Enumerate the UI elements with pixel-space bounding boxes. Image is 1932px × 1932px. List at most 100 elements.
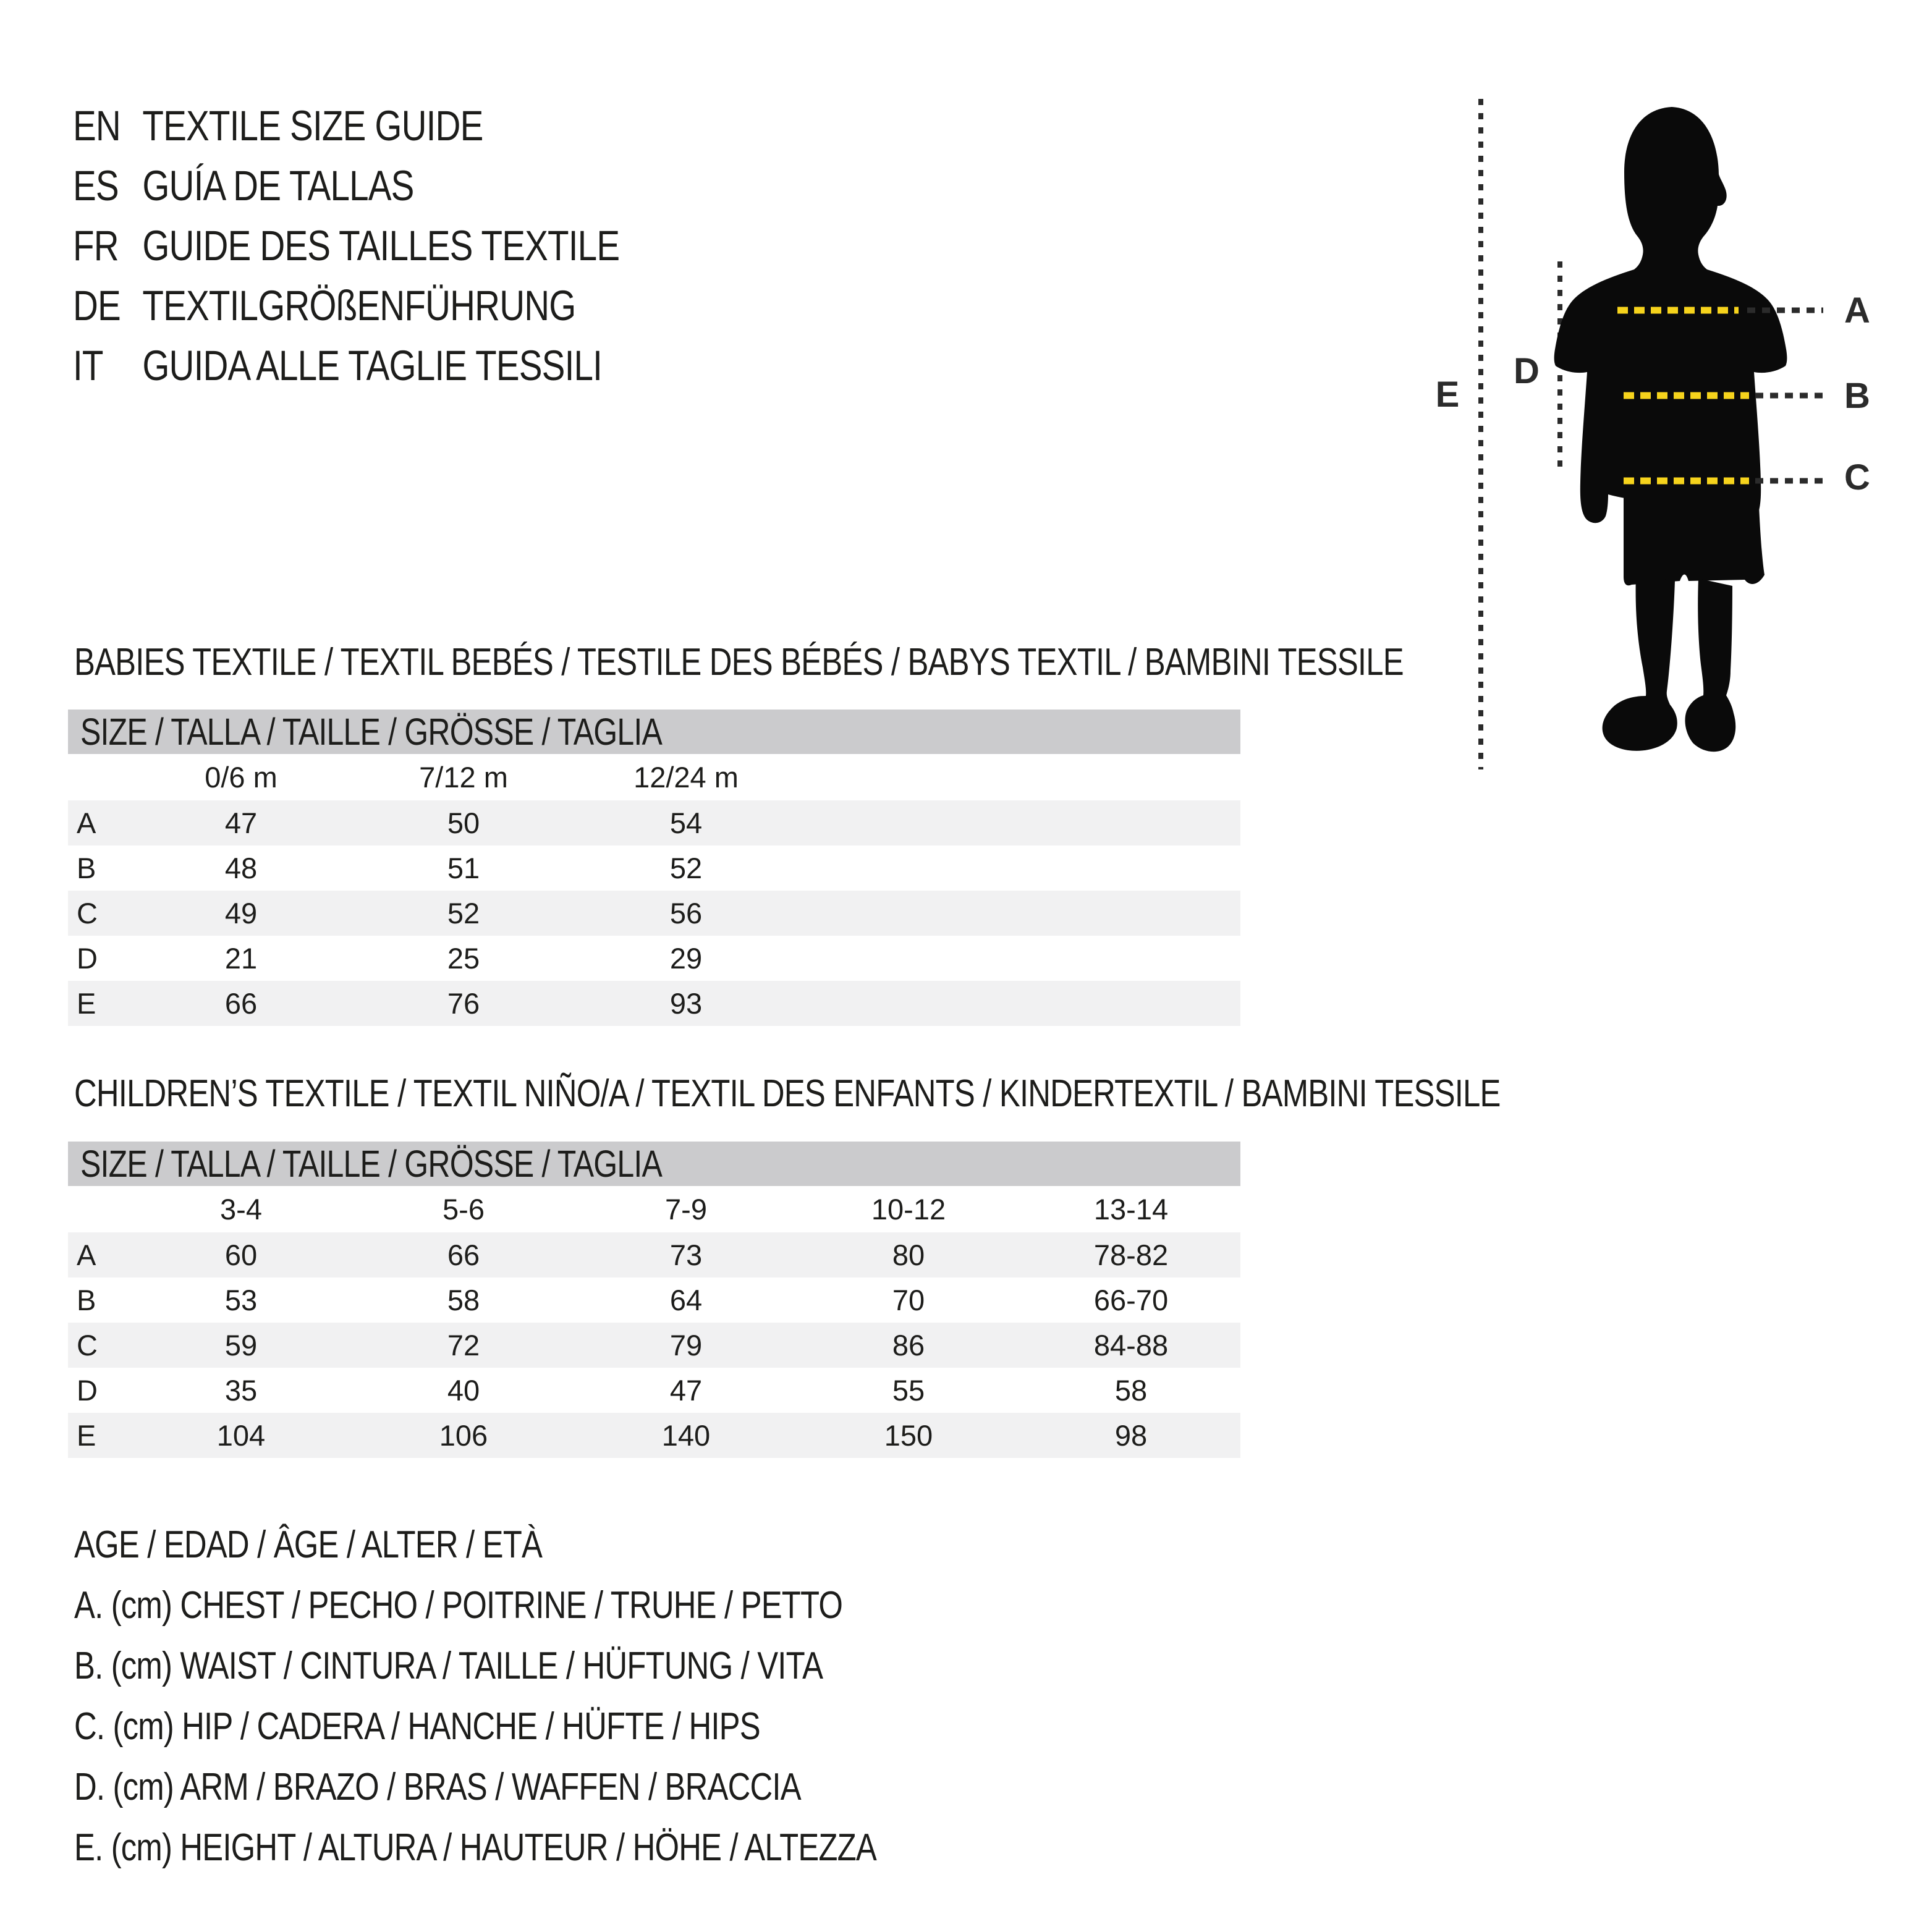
column-header: 3-4 bbox=[220, 1193, 262, 1226]
guide-title: TEXTILGRÖßENFÜHRUNG bbox=[142, 282, 576, 329]
measure-row-label: B bbox=[77, 1284, 96, 1316]
measure-value: 49 bbox=[224, 897, 258, 930]
measure-value: 98 bbox=[1114, 1419, 1148, 1452]
legend-line: C. (cm) HIP / CADERA / HANCHE / HÜFTE / … bbox=[74, 1697, 1053, 1757]
measure-value: 76 bbox=[447, 987, 480, 1020]
arm-label: D bbox=[1514, 351, 1540, 391]
measure-value: 60 bbox=[224, 1239, 258, 1271]
measure-value: 47 bbox=[224, 807, 258, 839]
measure-value: 21 bbox=[224, 942, 258, 975]
title-block: EN TEXTILE SIZE GUIDE ES GUÍA DE TALLAS FR GU… bbox=[73, 96, 739, 396]
babies-size-header-text: SIZE / TALLA / TAILLE / GRÖSSE / TAGLIA bbox=[80, 711, 663, 753]
measure-value: 80 bbox=[892, 1239, 925, 1271]
children-size-table: SIZE / TALLA / TAILLE / GRÖSSE / TAGLIA … bbox=[68, 1142, 1240, 1458]
legend-line-text: C. (cm) HIP / CADERA / HANCHE / HÜFTE / … bbox=[74, 1705, 761, 1748]
measure-value: 72 bbox=[447, 1329, 480, 1362]
table-row: C 49 52 56 bbox=[68, 891, 1240, 936]
hip-label: C bbox=[1844, 457, 1870, 498]
measure-value: 40 bbox=[447, 1374, 480, 1407]
babies-section-title-text: BABIES TEXTILE / TEXTIL BEBÉS / TESTILE … bbox=[74, 641, 1404, 684]
measure-value: 150 bbox=[884, 1419, 933, 1452]
measure-value: 58 bbox=[1114, 1374, 1148, 1407]
measure-value: 73 bbox=[669, 1239, 703, 1271]
measure-value: 106 bbox=[439, 1419, 488, 1452]
measure-value: 66 bbox=[224, 987, 258, 1020]
language-code: EN bbox=[73, 102, 121, 150]
title-line-inner: FR GUIDE DES TAILLES TEXTILE bbox=[73, 216, 620, 276]
legend-line-text: D. (cm) ARM / BRAZO / BRAS / WAFFEN / BR… bbox=[74, 1766, 802, 1808]
children-section-title: CHILDREN’S TEXTILE / TEXTIL NIÑO/A / TEX… bbox=[74, 1075, 1813, 1113]
measure-value: 56 bbox=[669, 897, 703, 930]
chest-label: A bbox=[1844, 290, 1870, 331]
table-row: E 104 106 140 150 98 bbox=[68, 1413, 1240, 1458]
table-row: A 47 50 54 bbox=[68, 800, 1240, 845]
measure-row-label: C bbox=[77, 1329, 98, 1362]
measure-row-label: E bbox=[77, 987, 96, 1020]
title-line: FR GUIDE DES TAILLES TEXTILE bbox=[73, 216, 739, 276]
column-header: 12/24 m bbox=[633, 761, 739, 794]
title-line-inner: EN TEXTILE SIZE GUIDE bbox=[73, 96, 483, 156]
measure-value: 25 bbox=[447, 942, 480, 975]
language-code: IT bbox=[73, 342, 103, 389]
children-size-header-text: SIZE / TALLA / TAILLE / GRÖSSE / TAGLIA bbox=[80, 1143, 663, 1185]
title-line: ES GUÍA DE TALLAS bbox=[73, 156, 739, 216]
column-header: 5-6 bbox=[443, 1193, 485, 1226]
measure-row-label: D bbox=[77, 942, 98, 975]
measure-value: 58 bbox=[447, 1284, 480, 1316]
child-silhouette-figure: A B C D E bbox=[1436, 99, 1870, 769]
measure-value: 93 bbox=[669, 987, 703, 1020]
measure-value: 84-88 bbox=[1093, 1329, 1169, 1362]
language-code: DE bbox=[73, 282, 121, 329]
legend-line-text: B. (cm) WAIST / CINTURA / TAILLE / HÜFTU… bbox=[74, 1645, 823, 1687]
legend-line-text: AGE / EDAD / ÂGE / ALTER / ETÀ bbox=[74, 1523, 543, 1566]
measure-value: 52 bbox=[447, 897, 480, 930]
child-silhouette bbox=[1554, 107, 1787, 752]
table-row: B 53 58 64 70 66-70 bbox=[68, 1277, 1240, 1323]
language-code: FR bbox=[73, 222, 119, 269]
title-line: EN TEXTILE SIZE GUIDE bbox=[73, 96, 739, 156]
measure-row-label: D bbox=[77, 1374, 98, 1407]
table-row: E 66 76 93 bbox=[68, 981, 1240, 1026]
measure-value: 51 bbox=[447, 852, 480, 884]
children-size-header-bar: SIZE / TALLA / TAILLE / GRÖSSE / TAGLIA bbox=[68, 1142, 1240, 1186]
legend-line: D. (cm) ARM / BRAZO / BRAS / WAFFEN / BR… bbox=[74, 1757, 1053, 1818]
title-line-inner: IT GUIDA ALLE TAGLIE TESSILI bbox=[73, 336, 603, 396]
measure-value: 53 bbox=[224, 1284, 258, 1316]
guide-title: GUIDA ALLE TAGLIE TESSILI bbox=[142, 342, 603, 389]
measure-value: 29 bbox=[669, 942, 703, 975]
table-row: A 60 66 73 80 78-82 bbox=[68, 1232, 1240, 1277]
babies-section-title: BABIES TEXTILE / TEXTIL BEBÉS / TESTILE … bbox=[74, 643, 1695, 682]
babies-size-header-bar: SIZE / TALLA / TAILLE / GRÖSSE / TAGLIA bbox=[68, 710, 1240, 754]
measure-value: 35 bbox=[224, 1374, 258, 1407]
legend-line: B. (cm) WAIST / CINTURA / TAILLE / HÜFTU… bbox=[74, 1636, 1053, 1697]
measure-value: 66-70 bbox=[1093, 1284, 1169, 1316]
table-row: D 21 25 29 bbox=[68, 936, 1240, 981]
height-label: E bbox=[1436, 375, 1460, 415]
column-header: 13-14 bbox=[1093, 1193, 1169, 1226]
measure-row-label: A bbox=[77, 1239, 96, 1271]
legend-line: AGE / EDAD / ÂGE / ALTER / ETÀ bbox=[74, 1515, 1053, 1575]
title-line: IT GUIDA ALLE TAGLIE TESSILI bbox=[73, 336, 739, 396]
title-line-inner: DE TEXTILGRÖßENFÜHRUNG bbox=[73, 276, 576, 336]
guide-title: GUIDE DES TAILLES TEXTILE bbox=[142, 222, 620, 269]
legend-line: E. (cm) HEIGHT / ALTURA / HAUTEUR / HÖHE… bbox=[74, 1818, 1053, 1878]
title-line: DE TEXTILGRÖßENFÜHRUNG bbox=[73, 276, 739, 336]
measure-value: 86 bbox=[892, 1329, 925, 1362]
guide-title: GUÍA DE TALLAS bbox=[142, 162, 414, 210]
children-section-title-text: CHILDREN’S TEXTILE / TEXTIL NIÑO/A / TEX… bbox=[74, 1072, 1501, 1115]
table-row: B 48 51 52 bbox=[68, 845, 1240, 891]
measure-value: 78-82 bbox=[1093, 1239, 1169, 1271]
legend-line: A. (cm) CHEST / PECHO / POITRINE / TRUHE… bbox=[74, 1575, 1053, 1636]
measure-value: 70 bbox=[892, 1284, 925, 1316]
legend-line-text: A. (cm) CHEST / PECHO / POITRINE / TRUHE… bbox=[74, 1584, 843, 1627]
measure-row-label: C bbox=[77, 897, 98, 930]
waist-label: B bbox=[1844, 376, 1870, 416]
measure-value: 48 bbox=[224, 852, 258, 884]
measure-row-label: B bbox=[77, 852, 96, 884]
column-header: 0/6 m bbox=[205, 761, 278, 794]
column-header-row: 0/6 m 7/12 m 12/24 m bbox=[68, 754, 1240, 800]
title-line-inner: ES GUÍA DE TALLAS bbox=[73, 156, 414, 216]
column-header: 7-9 bbox=[665, 1193, 707, 1226]
measure-row-label: A bbox=[77, 807, 96, 839]
measure-row-label: E bbox=[77, 1419, 96, 1452]
